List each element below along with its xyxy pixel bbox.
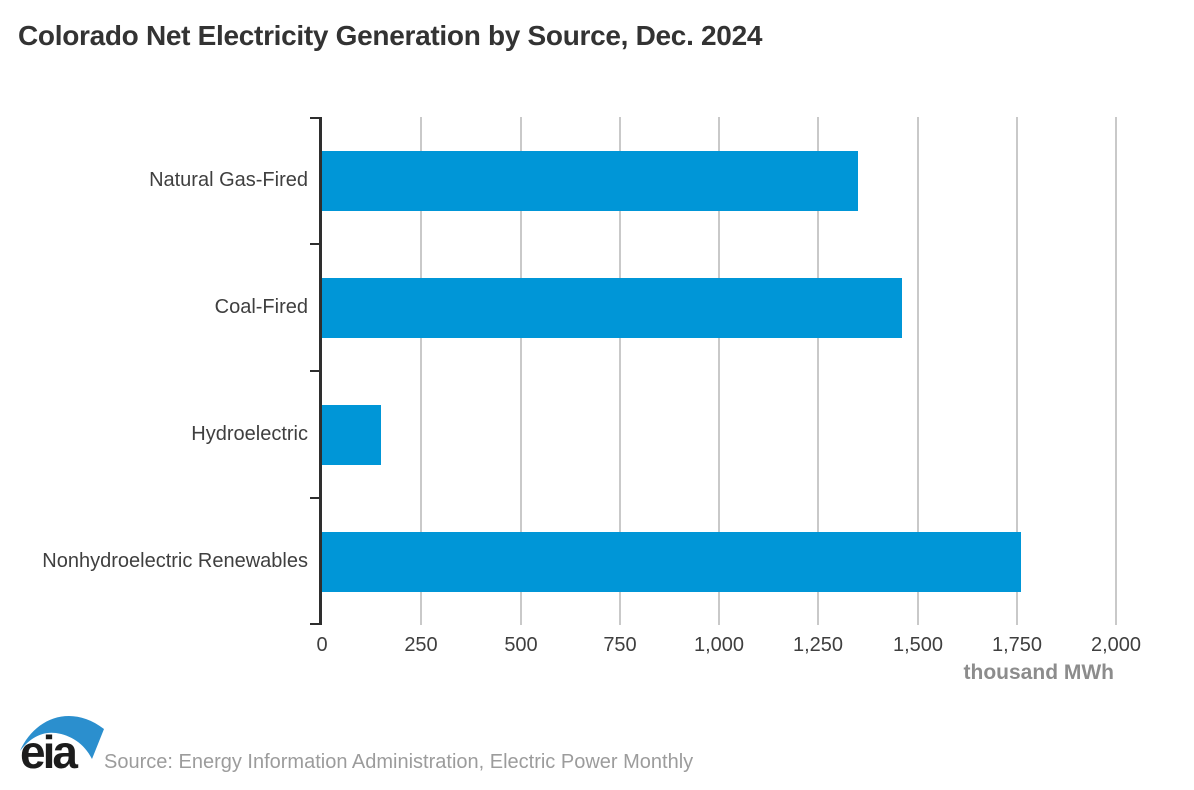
y-axis-tick-1 (310, 243, 319, 245)
y-axis-tick-4 (310, 623, 319, 625)
x-tick-label-1750: 1,750 (991, 634, 1043, 656)
category-label-coal-fired: Coal-Fired (214, 296, 308, 318)
bar-hydroelectric (322, 405, 381, 465)
gridline-x-1750 (1016, 117, 1018, 625)
y-axis-tick-3 (310, 497, 319, 499)
gridline-x-1500 (917, 117, 919, 625)
category-label-hydroelectric: Hydroelectric (191, 423, 308, 445)
y-axis-tick-2 (310, 370, 319, 372)
x-tick-label-1500: 1,500 (892, 634, 944, 656)
bar-nonhydroelectric-renewables (322, 532, 1021, 592)
x-tick-label-500: 500 (504, 634, 538, 656)
x-axis-unit-label: thousand MWh (963, 661, 1114, 684)
x-tick-label-1250: 1,250 (792, 634, 844, 656)
gridline-x-2000 (1115, 117, 1117, 625)
gridline-x-500 (520, 117, 522, 625)
source-text: Source: Energy Information Administratio… (104, 751, 694, 773)
y-axis-line (319, 117, 322, 625)
eia-logo: eia (18, 703, 106, 777)
chart-title: Colorado Net Electricity Generation by S… (18, 20, 763, 51)
bar-natural-gas-fired (322, 151, 858, 211)
plot-area: Natural Gas-Fired Coal-Fired Hydroelectric… (42, 117, 1141, 656)
bar-coal-fired (322, 278, 902, 338)
x-tick-label-750: 750 (603, 634, 637, 656)
category-label-natural-gas-fired: Natural Gas-Fired (149, 169, 308, 191)
gridline-x-250 (420, 117, 422, 625)
x-tick-label-250: 250 (404, 634, 438, 656)
eia-logo-text: eia (20, 726, 78, 778)
y-axis-tick-0 (310, 117, 319, 119)
gridline-x-1250 (817, 117, 819, 625)
gridline-x-1000 (718, 117, 720, 625)
category-label-nonhydroelectric-renewables: Nonhydroelectric Renewables (42, 550, 308, 572)
x-tick-label-1000: 1,000 (693, 634, 745, 656)
eia-logo-swoosh-icon (20, 716, 104, 759)
x-tick-label-0: 0 (316, 634, 328, 656)
x-tick-label-2000: 2,000 (1090, 634, 1142, 656)
gridline-x-750 (619, 117, 621, 625)
footer: eia Source: Energy Information Administr… (0, 705, 1194, 790)
